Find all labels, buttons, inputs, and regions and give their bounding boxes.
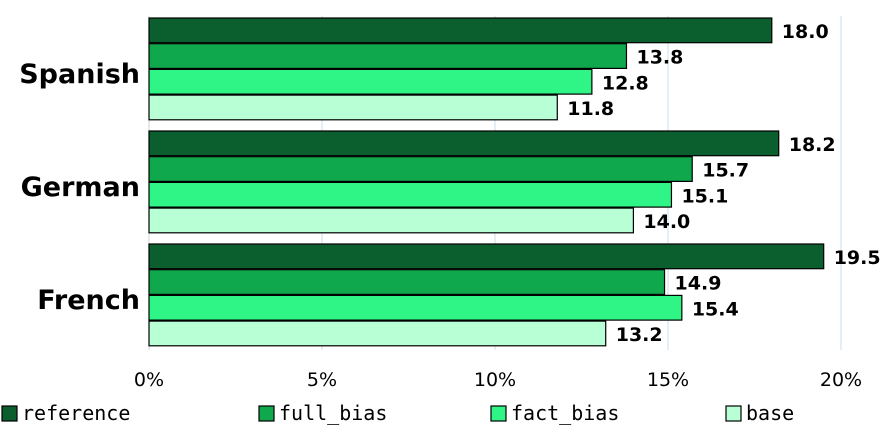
x-tick-label-20: 20% <box>820 369 862 391</box>
x-tick-label-5: 5% <box>307 369 337 391</box>
x-tick-label-0: 0% <box>134 369 164 391</box>
value-label-french-base: 13.2 <box>616 324 663 346</box>
category-labels: Spanish German French <box>19 59 140 316</box>
value-labels: 18.0 13.8 12.8 11.8 18.2 15.7 15.1 14.0 19.5 14.9… <box>567 21 880 346</box>
value-label-spanish-reference: 18.0 <box>782 21 829 43</box>
bar-spanish-fact_bias <box>148 68 593 95</box>
bar-spanish-full_bias <box>148 43 628 70</box>
x-axis-ticks: 0% 5% 10% 15% 20% <box>134 369 862 391</box>
x-tick-label-10: 10% <box>474 369 516 391</box>
legend-label-base: base <box>746 401 794 425</box>
bar-french-full_bias <box>148 269 666 296</box>
bar-french-reference <box>148 243 825 270</box>
legend-label-full_bias: full_bias <box>279 401 387 425</box>
legend-swatch-full_bias <box>258 405 275 422</box>
legend-swatch-fact_bias <box>490 405 507 422</box>
legend-label-fact_bias: fact_bias <box>511 401 619 425</box>
x-tick-label-15: 15% <box>647 369 689 391</box>
bar-german-fact_bias <box>148 181 673 208</box>
value-label-german-reference: 18.2 <box>789 134 836 156</box>
bar-german-reference <box>148 130 780 157</box>
bar-spanish-reference <box>148 17 773 44</box>
value-label-spanish-fact_bias: 12.8 <box>602 72 649 94</box>
legend-swatch-reference <box>1 405 18 422</box>
category-label-french: French <box>37 285 140 316</box>
legend: reference full_bias fact_bias base <box>1 401 794 425</box>
value-label-german-base: 14.0 <box>643 211 690 233</box>
value-label-spanish-full_bias: 13.8 <box>636 47 683 69</box>
bar-german-full_bias <box>148 156 693 182</box>
value-label-german-full_bias: 15.7 <box>702 160 749 182</box>
value-label-german-fact_bias: 15.1 <box>681 185 728 207</box>
bar-french-base <box>148 320 607 347</box>
legend-swatch-base <box>725 405 742 422</box>
value-label-french-reference: 19.5 <box>834 247 881 269</box>
bar-spanish-base <box>148 94 558 121</box>
category-label-german: German <box>21 172 140 203</box>
bar-german-base <box>148 207 634 234</box>
bar-french-fact_bias <box>148 294 683 321</box>
value-label-french-full_bias: 14.9 <box>675 273 722 295</box>
value-label-spanish-base: 11.8 <box>567 98 614 120</box>
category-label-spanish: Spanish <box>19 59 140 90</box>
value-label-french-fact_bias: 15.4 <box>692 298 739 320</box>
legend-label-reference: reference <box>22 401 130 425</box>
bars <box>148 17 825 347</box>
